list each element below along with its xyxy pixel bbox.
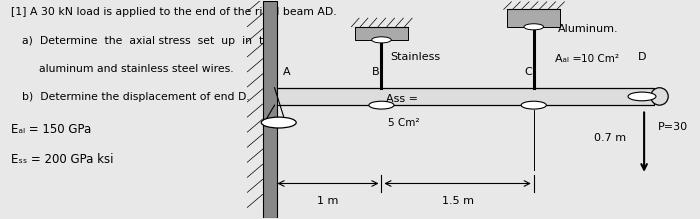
Circle shape: [372, 37, 391, 43]
Text: Eₛₛ = 200 GPa ksi: Eₛₛ = 200 GPa ksi: [11, 153, 113, 166]
Text: B: B: [372, 67, 379, 77]
Text: 1 m: 1 m: [317, 196, 338, 206]
Text: C: C: [524, 67, 532, 77]
Text: 10 Cm²: 10 Cm²: [580, 55, 619, 64]
Circle shape: [522, 101, 546, 109]
Text: D: D: [638, 52, 646, 62]
Bar: [274, 88, 654, 105]
Text: b)  Determine the displacement of end D.: b) Determine the displacement of end D.: [22, 92, 249, 102]
Text: Ass =: Ass =: [386, 94, 419, 104]
Circle shape: [261, 117, 296, 128]
Text: Eₐₗ = 150 GPa: Eₐₗ = 150 GPa: [11, 123, 92, 136]
Text: a)  Determine  the  axial stress  set  up  in  the: a) Determine the axial stress set up in …: [22, 35, 276, 46]
Bar: [262, 1, 276, 218]
Bar: [508, 9, 560, 27]
Text: aluminum and stainless steel wires.: aluminum and stainless steel wires.: [39, 64, 234, 74]
Text: P=30: P=30: [657, 122, 687, 132]
Circle shape: [524, 24, 543, 30]
Text: 0.7 m: 0.7 m: [594, 133, 626, 143]
Bar: [355, 27, 408, 40]
Circle shape: [369, 101, 394, 109]
Ellipse shape: [651, 88, 668, 105]
Text: Aₐₗ =: Aₐₗ =: [554, 55, 582, 64]
Text: 1.5 m: 1.5 m: [442, 196, 474, 206]
Circle shape: [628, 92, 656, 101]
Text: Stainless: Stainless: [391, 52, 440, 62]
Text: A: A: [284, 67, 291, 77]
Text: 5 Cm²: 5 Cm²: [389, 118, 420, 127]
Text: Aluminum.: Aluminum.: [558, 24, 619, 34]
Text: [1] A 30 kN load is applied to the end of the rigid beam AD.: [1] A 30 kN load is applied to the end o…: [11, 7, 337, 17]
